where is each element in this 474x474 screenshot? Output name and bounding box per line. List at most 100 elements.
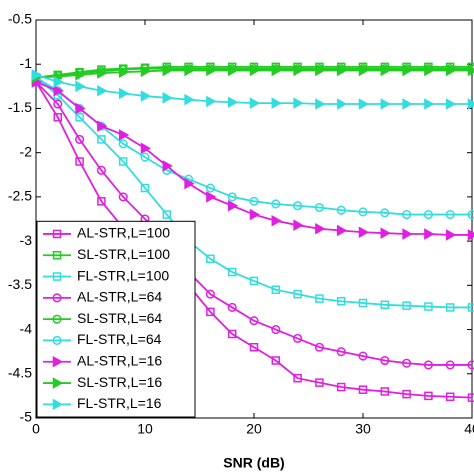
- y-tick-label: -1.5: [8, 99, 32, 115]
- marker: [293, 201, 303, 211]
- legend-label: FL-STR,L=100: [77, 267, 169, 283]
- marker: [336, 382, 346, 392]
- marker: [206, 191, 217, 203]
- marker: [52, 377, 64, 389]
- marker: [52, 398, 64, 411]
- marker: [52, 272, 62, 281]
- marker: [271, 97, 282, 109]
- marker: [358, 226, 370, 239]
- series: [31, 77, 474, 370]
- marker: [380, 387, 390, 396]
- marker: [424, 302, 433, 311]
- marker: [249, 64, 261, 77]
- marker: [271, 64, 282, 77]
- marker: [402, 98, 413, 110]
- marker: [293, 333, 303, 343]
- marker: [293, 289, 302, 299]
- marker: [314, 202, 324, 213]
- marker: [53, 113, 63, 122]
- marker: [184, 64, 195, 77]
- marker: [315, 378, 324, 387]
- marker: [467, 210, 474, 220]
- marker: [467, 98, 474, 110]
- marker: [118, 157, 128, 166]
- marker: [227, 267, 237, 277]
- marker: [162, 64, 173, 77]
- marker: [293, 219, 304, 231]
- legend-label: FL-STR,L=64: [77, 331, 162, 347]
- series: [31, 69, 474, 110]
- marker: [336, 64, 348, 77]
- marker: [315, 64, 326, 77]
- marker: [118, 129, 130, 141]
- marker: [249, 342, 259, 352]
- marker: [380, 355, 390, 366]
- marker: [249, 97, 261, 109]
- marker: [52, 293, 62, 303]
- line: [35, 65, 472, 79]
- marker: [358, 351, 368, 361]
- x-axis-label: SNR (dB): [223, 455, 284, 471]
- marker: [380, 208, 390, 218]
- marker: [315, 98, 326, 110]
- marker: [162, 160, 173, 172]
- marker: [271, 325, 281, 335]
- marker: [249, 196, 259, 206]
- x-tick-label: 0: [32, 421, 40, 437]
- marker: [97, 67, 108, 79]
- marker: [118, 192, 128, 202]
- marker: [206, 95, 217, 108]
- marker: [184, 93, 195, 106]
- y-tick-label: -2: [20, 143, 33, 159]
- marker: [162, 210, 172, 219]
- marker: [227, 302, 237, 312]
- marker: [293, 97, 304, 109]
- marker: [336, 347, 346, 357]
- marker: [315, 222, 326, 235]
- marker: [249, 208, 261, 221]
- marker: [271, 356, 281, 365]
- marker: [380, 98, 391, 110]
- marker: [423, 210, 433, 220]
- marker: [358, 64, 370, 77]
- marker: [249, 276, 259, 286]
- marker: [118, 87, 130, 100]
- marker: [140, 183, 150, 193]
- marker: [445, 360, 455, 370]
- marker: [424, 391, 433, 401]
- line: [35, 76, 472, 216]
- marker: [75, 102, 86, 115]
- y-tick-label: -2.5: [8, 188, 32, 204]
- marker: [402, 389, 411, 399]
- y-tick-label: -1: [20, 55, 33, 71]
- marker: [271, 199, 281, 209]
- marker: [96, 165, 106, 175]
- marker: [467, 229, 474, 241]
- marker: [52, 251, 62, 260]
- marker: [402, 64, 413, 77]
- marker: [227, 199, 239, 212]
- line: [35, 81, 473, 399]
- marker: [75, 113, 84, 122]
- marker: [162, 92, 173, 104]
- marker: [380, 64, 391, 77]
- x-tick-label: 10: [137, 421, 153, 437]
- marker: [445, 98, 457, 110]
- marker: [271, 214, 282, 227]
- legend-label: AL-STR,L=64: [77, 289, 162, 305]
- marker: [467, 64, 474, 77]
- marker: [380, 300, 390, 310]
- marker: [140, 65, 152, 78]
- y-tick-label: -5: [20, 409, 33, 425]
- marker: [293, 373, 302, 383]
- marker: [53, 84, 64, 97]
- marker: [445, 229, 457, 241]
- marker: [205, 289, 215, 299]
- y-tick-label: -0.5: [8, 11, 32, 27]
- marker: [445, 64, 457, 77]
- marker: [140, 142, 152, 155]
- y-tick-label: -4: [20, 320, 33, 336]
- marker: [336, 98, 348, 110]
- marker: [227, 96, 239, 109]
